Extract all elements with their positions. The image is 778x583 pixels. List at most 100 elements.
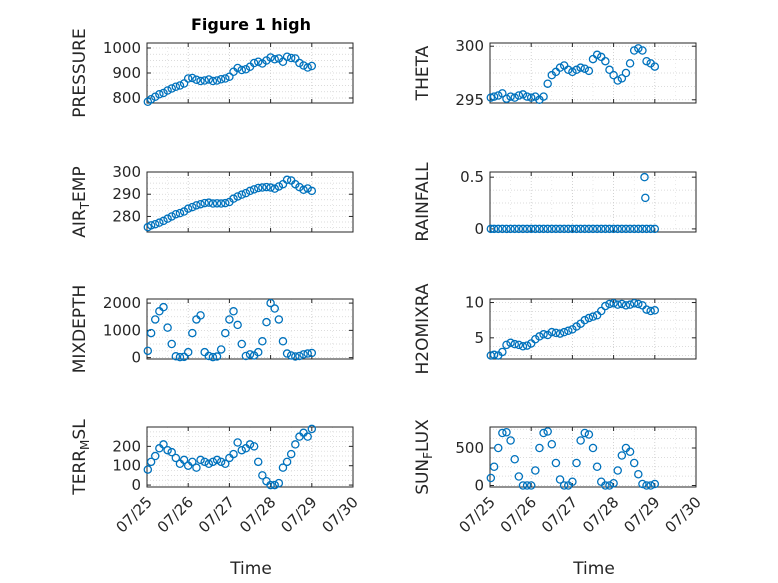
data-point: [650, 224, 660, 234]
data-point: [237, 339, 247, 349]
y-tick-label: 1000: [103, 321, 141, 339]
data-point: [576, 63, 585, 72]
data-point: [221, 328, 230, 338]
data-point: [188, 457, 197, 467]
data-point: [646, 224, 655, 234]
data-point: [253, 347, 263, 357]
data-point: [551, 458, 561, 468]
data-point: [229, 194, 238, 203]
data-point: [605, 481, 614, 490]
data-point: [502, 224, 511, 234]
data-point: [188, 202, 197, 212]
data-point: [641, 193, 650, 203]
data-point: [150, 451, 160, 461]
subplot-5: 0 1000 2000 MIXDEPTH: [70, 285, 354, 373]
data-point: [580, 315, 590, 325]
data-point: [175, 208, 185, 218]
data-point: [547, 439, 557, 449]
data-point: [605, 299, 614, 309]
data-point: [303, 63, 312, 72]
y-axis-label: TERRMSL: [70, 419, 92, 496]
y-axis-label: PRESSURE: [70, 28, 90, 117]
data-point: [291, 440, 300, 449]
data-point: [274, 182, 284, 191]
data-point: [204, 75, 214, 84]
y-tick-label: 10: [465, 294, 484, 312]
data-point: [274, 315, 284, 324]
subplot-4: 0 0.5 RAINFALL: [413, 162, 697, 242]
data-point: [605, 224, 614, 234]
data-point: [163, 323, 172, 332]
data-point: [572, 458, 581, 468]
data-point: [510, 454, 519, 464]
data-point: [150, 92, 160, 102]
data-point: [278, 57, 288, 67]
data-point: [171, 82, 181, 92]
data-point: [539, 428, 548, 438]
data-point: [601, 481, 610, 490]
data-point: [196, 199, 205, 209]
data-point: [183, 74, 193, 83]
data-point: [295, 351, 304, 361]
data-point: [233, 192, 242, 201]
data-point: [192, 463, 201, 472]
data-point: [617, 299, 627, 309]
data-point: [208, 457, 218, 467]
data-point: [183, 347, 193, 357]
data-point: [625, 224, 635, 234]
data-point: [167, 84, 176, 93]
data-point: [163, 445, 172, 455]
data-point: [175, 352, 185, 362]
data-point: [535, 443, 544, 453]
data-point: [282, 175, 292, 185]
x-tick-label: 07/29: [620, 493, 663, 536]
data-point: [299, 185, 308, 195]
data-point: [204, 351, 214, 361]
data-point: [605, 65, 614, 75]
x-tick-label: 07/27: [538, 493, 581, 536]
x-tick-label: 07/30: [662, 493, 705, 536]
data-point: [634, 224, 643, 234]
data-point: [192, 201, 201, 210]
data-point: [638, 479, 647, 489]
data-point: [258, 471, 267, 480]
data-point: [576, 224, 585, 234]
data-point: [278, 337, 288, 346]
data-point: [159, 440, 168, 449]
data-point: [535, 332, 544, 341]
y-tick-label: 1000: [103, 39, 141, 57]
data-point: [167, 339, 176, 349]
data-point: [617, 451, 627, 460]
data-point: [258, 337, 267, 346]
data-point: [253, 57, 263, 67]
data-point: [493, 443, 503, 453]
data-point: [609, 224, 618, 234]
data-point: [489, 350, 499, 360]
data-point: [518, 481, 528, 490]
data-point: [245, 186, 255, 196]
data-point: [625, 447, 635, 456]
data-point: [303, 349, 312, 358]
data-point: [613, 466, 622, 475]
y-tick-label: 0: [131, 349, 141, 367]
data-point: [498, 224, 507, 234]
subplot-1: 800 900 1000 PRESSURE: [70, 28, 354, 118]
data-point: [146, 95, 156, 104]
y-axis-label-subscript: M: [78, 440, 92, 450]
data-point: [167, 447, 176, 457]
data-point: [208, 76, 218, 86]
data-point: [266, 298, 275, 308]
data-point: [262, 182, 271, 192]
plot-area: [147, 299, 353, 359]
data-point: [179, 79, 189, 88]
data-point: [506, 92, 515, 101]
data-point: [188, 73, 197, 83]
data-point: [266, 480, 275, 490]
data-point: [634, 469, 643, 479]
data-point: [547, 224, 557, 234]
data-point: [592, 50, 602, 60]
data-point: [196, 311, 205, 320]
data-point: [568, 477, 577, 486]
